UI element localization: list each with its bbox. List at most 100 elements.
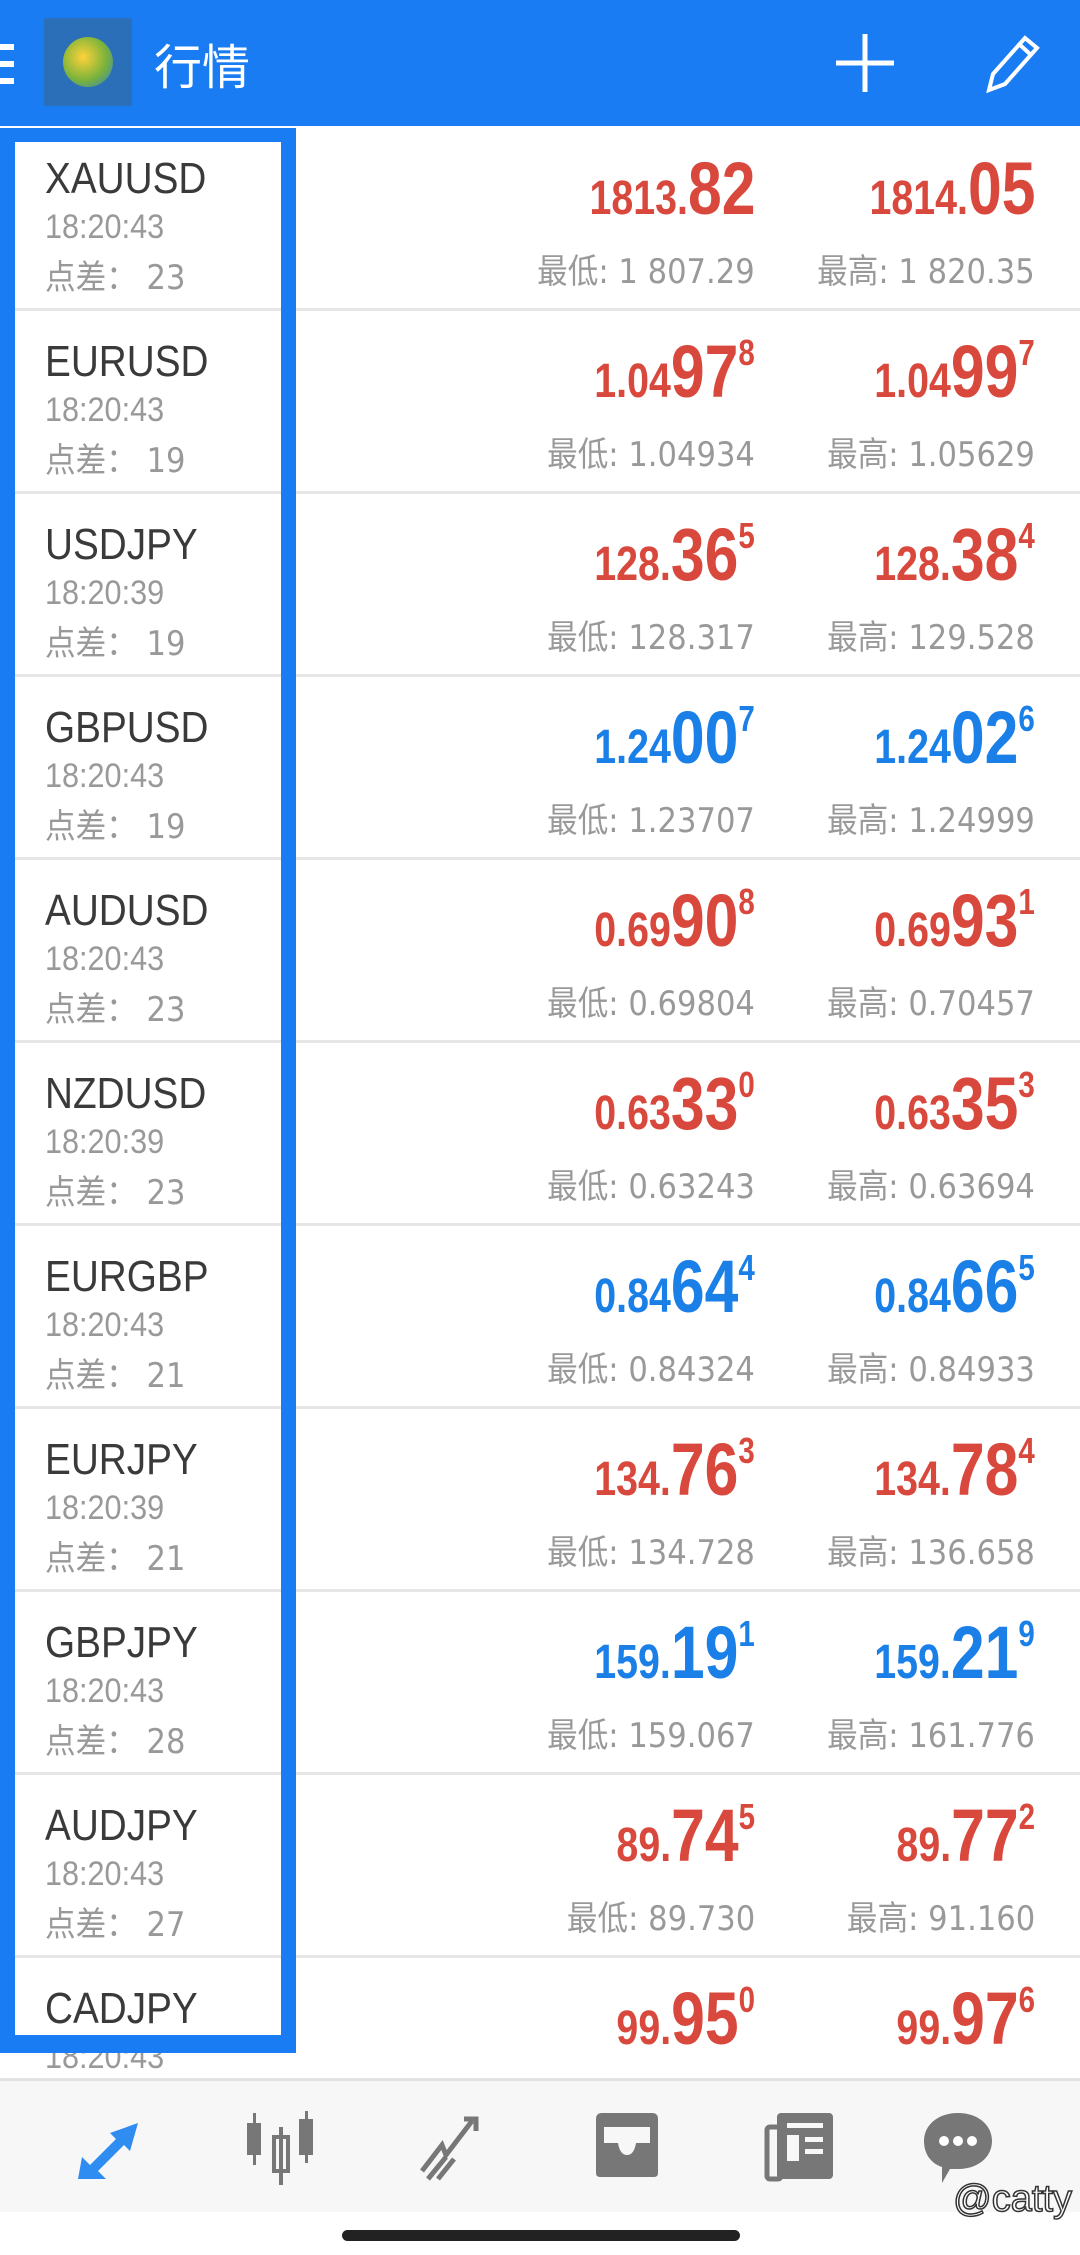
bid-price[interactable]: 128.365 bbox=[594, 512, 755, 597]
high-price: 最高: 136.658 bbox=[827, 1525, 1035, 1574]
symbol-name: CADJPY bbox=[45, 1984, 198, 2033]
ask-price-pips: 66 bbox=[951, 1245, 1019, 1328]
high-label: 最高: bbox=[827, 984, 899, 1024]
high-price: 最高: 0.70457 bbox=[827, 976, 1035, 1025]
home-indicator[interactable] bbox=[0, 2212, 1080, 2255]
bid-price[interactable]: 0.63330 bbox=[594, 1061, 755, 1146]
spread: 点差： 23 bbox=[45, 250, 185, 299]
symbol-name: GBPJPY bbox=[45, 1618, 198, 1667]
bid-price[interactable]: 134.763 bbox=[594, 1427, 755, 1512]
spread-value: 23 bbox=[146, 258, 186, 298]
high-value: 0.70457 bbox=[908, 984, 1035, 1024]
high-price: 最高: 161.776 bbox=[827, 1708, 1035, 1757]
ask-price[interactable]: 128.384 bbox=[874, 512, 1035, 597]
ask-price-prefix: 99. bbox=[896, 2002, 952, 2055]
quote-row[interactable]: EURGBP 18:20:43 点差： 21 0.84644 0.84665 最低… bbox=[0, 1226, 1080, 1409]
low-price: 最低: 128.317 bbox=[547, 610, 755, 659]
low-label: 最低: bbox=[547, 1167, 619, 1207]
quote-time: 18:20:39 bbox=[45, 574, 165, 612]
quote-time: 18:20:43 bbox=[45, 208, 165, 246]
spread: 点差： 21 bbox=[45, 1348, 185, 1397]
hamburger-icon[interactable] bbox=[0, 44, 14, 84]
ask-price[interactable]: 1.04997 bbox=[874, 329, 1035, 414]
quotes-icon[interactable] bbox=[72, 2109, 148, 2185]
spread-label: 点差： bbox=[45, 807, 137, 847]
low-price: 最低: 1.04934 bbox=[547, 427, 755, 476]
chat-icon[interactable] bbox=[920, 2109, 996, 2185]
quote-row[interactable]: AUDUSD 18:20:43 点差： 23 0.69908 0.69931 最低… bbox=[0, 860, 1080, 1043]
pencil-icon[interactable] bbox=[975, 28, 1045, 98]
ask-price[interactable]: 99.976 bbox=[896, 1976, 1035, 2061]
bid-price[interactable]: 1.04978 bbox=[594, 329, 755, 414]
spread: 点差： 19 bbox=[45, 616, 185, 665]
symbol-name: AUDJPY bbox=[45, 1801, 198, 1850]
quote-row[interactable]: NZDUSD 18:20:39 点差： 23 0.63330 0.63353 最低… bbox=[0, 1043, 1080, 1226]
high-label: 最高: bbox=[827, 1167, 899, 1207]
bid-price[interactable]: 0.84644 bbox=[594, 1244, 755, 1329]
ask-price-pips: 38 bbox=[951, 513, 1019, 596]
high-label: 最高: bbox=[827, 1350, 899, 1390]
ask-price-prefix: 0.63 bbox=[874, 1087, 952, 1140]
bottom-nav bbox=[0, 2078, 1080, 2212]
low-price: 最低: 134.728 bbox=[547, 1525, 755, 1574]
ask-price[interactable]: 0.63353 bbox=[874, 1061, 1035, 1146]
bid-price[interactable]: 99.950 bbox=[616, 1976, 755, 2061]
ask-price[interactable]: 0.69931 bbox=[874, 878, 1035, 963]
bid-price[interactable]: 0.69908 bbox=[594, 878, 755, 963]
ask-price-pips: 77 bbox=[951, 1794, 1019, 1877]
high-value: 91.160 bbox=[927, 1899, 1035, 1939]
quote-row[interactable]: GBPUSD 18:20:43 点差： 19 1.24007 1.24026 最低… bbox=[0, 677, 1080, 860]
quote-time: 18:20:43 bbox=[45, 757, 165, 795]
quote-time: 18:20:43 bbox=[45, 2038, 165, 2076]
symbol-name: EURGBP bbox=[45, 1252, 209, 1301]
ask-price-prefix: 0.84 bbox=[874, 1270, 952, 1323]
ask-price[interactable]: 134.784 bbox=[874, 1427, 1035, 1512]
high-price: 最高: 0.84933 bbox=[827, 1342, 1035, 1391]
low-label: 最低: bbox=[547, 618, 619, 658]
bid-price-pips: 82 bbox=[687, 147, 755, 230]
high-price: 最高: 1 820.35 bbox=[817, 244, 1035, 293]
inbox-icon[interactable] bbox=[590, 2109, 666, 2185]
high-price: 最高: 91.160 bbox=[847, 1891, 1035, 1940]
quote-row[interactable]: EURJPY 18:20:39 点差： 21 134.763 134.784 最低… bbox=[0, 1409, 1080, 1592]
news-icon[interactable] bbox=[763, 2109, 839, 2185]
ask-price-fraction: 5 bbox=[1018, 1247, 1035, 1288]
plus-icon[interactable] bbox=[830, 28, 900, 98]
bid-price-pips: 74 bbox=[671, 1794, 739, 1877]
quote-row[interactable]: AUDJPY 18:20:43 点差： 27 89.745 89.772 最低: … bbox=[0, 1775, 1080, 1958]
quote-list: XAUUSD 18:20:43 点差： 23 1813.82 1814.05 最低… bbox=[0, 128, 1080, 2141]
bid-price[interactable]: 1813.82 bbox=[589, 146, 755, 231]
bid-price-pips: 97 bbox=[671, 330, 739, 413]
ask-price[interactable]: 1814.05 bbox=[869, 146, 1035, 231]
low-price: 最低: 0.69804 bbox=[547, 976, 755, 1025]
spread-label: 点差： bbox=[45, 441, 137, 481]
ask-price[interactable]: 1.24026 bbox=[874, 695, 1035, 780]
bid-price-prefix: 1813. bbox=[589, 172, 688, 225]
quote-row[interactable]: EURUSD 18:20:43 点差： 19 1.04978 1.04997 最低… bbox=[0, 311, 1080, 494]
bid-price-prefix: 128. bbox=[594, 538, 672, 591]
low-value: 159.067 bbox=[628, 1716, 755, 1756]
quote-row[interactable]: XAUUSD 18:20:43 点差： 23 1813.82 1814.05 最低… bbox=[0, 128, 1080, 311]
bid-price[interactable]: 1.24007 bbox=[594, 695, 755, 780]
low-value: 0.69804 bbox=[628, 984, 755, 1024]
quote-row[interactable]: USDJPY 18:20:39 点差： 19 128.365 128.384 最低… bbox=[0, 494, 1080, 677]
low-value: 1.04934 bbox=[628, 435, 755, 475]
bid-price[interactable]: 89.745 bbox=[616, 1793, 755, 1878]
bid-price-pips: 90 bbox=[671, 879, 739, 962]
chart-candles-icon[interactable] bbox=[243, 2109, 319, 2185]
ask-price-pips: 21 bbox=[951, 1611, 1019, 1694]
ask-price[interactable]: 0.84665 bbox=[874, 1244, 1035, 1329]
bid-price[interactable]: 159.191 bbox=[594, 1610, 755, 1695]
ask-price[interactable]: 89.772 bbox=[896, 1793, 1035, 1878]
trade-icon[interactable] bbox=[414, 2109, 490, 2185]
ask-price[interactable]: 159.219 bbox=[874, 1610, 1035, 1695]
ask-price-pips: 93 bbox=[951, 879, 1019, 962]
low-price: 最低: 159.067 bbox=[547, 1708, 755, 1757]
spread-value: 28 bbox=[146, 1722, 186, 1762]
spread-label: 点差： bbox=[45, 258, 137, 298]
high-price: 最高: 1.24999 bbox=[827, 793, 1035, 842]
low-value: 128.317 bbox=[628, 618, 755, 658]
quote-time: 18:20:43 bbox=[45, 391, 165, 429]
app-logo bbox=[44, 18, 132, 106]
quote-row[interactable]: GBPJPY 18:20:43 点差： 28 159.191 159.219 最低… bbox=[0, 1592, 1080, 1775]
